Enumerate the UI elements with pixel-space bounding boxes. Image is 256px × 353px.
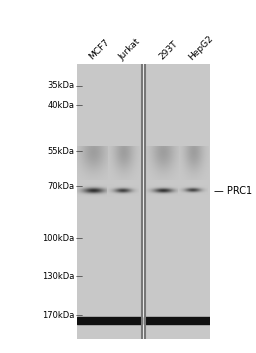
Text: Jurkat: Jurkat [117,37,142,62]
Text: 100kDa: 100kDa [42,234,74,243]
Text: —: — [76,102,82,108]
Text: —: — [76,83,82,89]
Text: —: — [76,149,82,155]
Text: 130kDa: 130kDa [42,272,74,281]
Text: —: — [76,312,82,318]
Bar [77,317,142,324]
Text: 293T: 293T [157,40,179,62]
Text: HepG2: HepG2 [187,34,215,62]
Text: 35kDa: 35kDa [47,82,74,90]
Text: 70kDa: 70kDa [47,182,74,191]
Text: 170kDa: 170kDa [42,311,74,320]
Bar [145,64,210,339]
Text: — PRC1: — PRC1 [214,186,252,196]
Text: —: — [76,235,82,241]
Text: —: — [76,273,82,279]
Bar [77,64,142,339]
Bar [145,317,210,324]
Text: 40kDa: 40kDa [47,101,74,110]
Text: 55kDa: 55kDa [47,147,74,156]
Text: —: — [76,184,82,190]
Text: MCF7: MCF7 [87,38,111,62]
